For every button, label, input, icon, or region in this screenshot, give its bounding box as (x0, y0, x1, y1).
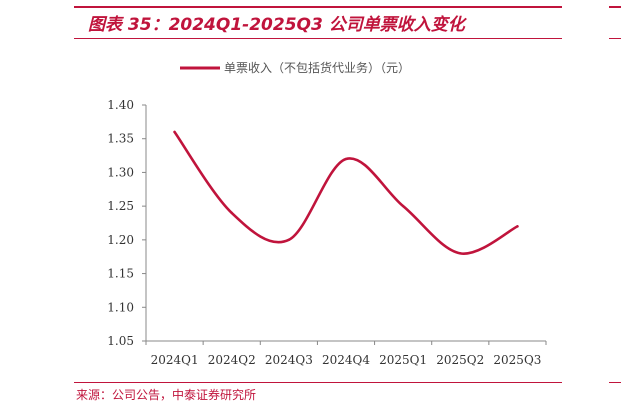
x-tick-label: 2024Q3 (265, 353, 313, 367)
x-tick-label: 2024Q2 (208, 353, 256, 367)
adjacent-figure-top-rule (609, 6, 621, 8)
y-tick-label: 1.05 (107, 334, 134, 348)
source-note: 来源：公司公告，中泰证券研究所 (76, 388, 257, 402)
y-tick-label: 1.35 (107, 132, 134, 146)
data-point (173, 130, 176, 134)
source-top-rule (74, 382, 562, 383)
data-point (459, 252, 462, 255)
y-tick-label: 1.20 (107, 233, 134, 247)
legend-label: 单票收入（不包括货代业务）（元） (224, 60, 410, 75)
x-tick-label: 2024Q4 (322, 353, 370, 367)
series-group (173, 130, 519, 255)
x-tick-label: 2025Q3 (493, 353, 541, 367)
y-tick-label: 1.40 (107, 98, 134, 112)
title-bottom-rule (74, 38, 562, 39)
y-tick-label: 1.30 (107, 165, 134, 179)
title-top-rule (74, 6, 562, 8)
data-point (230, 211, 233, 215)
series-line (173, 130, 519, 255)
x-tick-label: 2025Q1 (379, 353, 427, 367)
chart-legend: 单票收入（不包括货代业务）（元） (180, 60, 410, 75)
data-point (287, 238, 291, 242)
data-point (401, 204, 405, 208)
y-tick-label: 1.25 (107, 199, 134, 213)
chart-axes (145, 105, 546, 342)
adjacent-figure-bottom-rule (609, 382, 621, 383)
x-tick-label: 2024Q1 (151, 353, 199, 367)
adjacent-figure-title-rule (609, 38, 621, 39)
figure-title: 图表 35：2024Q1-2025Q3 公司单票收入变化 (88, 15, 465, 35)
y-tick-label: 1.15 (107, 267, 134, 281)
y-axis-ticks: 1.05 1.10 1.15 1.20 1.25 1.30 1.35 1.40 (107, 98, 146, 348)
data-point (516, 225, 519, 228)
x-axis-ticks: 2024Q1 2024Q2 2024Q3 2024Q4 2025Q1 2025Q2 2025… (145, 341, 547, 367)
x-tick-label: 2025Q2 (436, 353, 484, 367)
y-tick-label: 1.10 (107, 300, 134, 314)
data-point (344, 157, 348, 161)
